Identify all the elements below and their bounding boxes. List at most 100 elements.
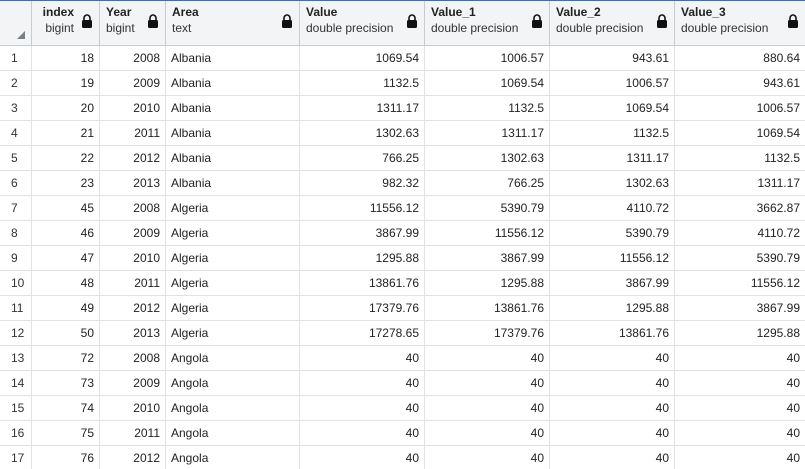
cell-value[interactable]: 1132.5 <box>300 71 425 95</box>
cell-value-1[interactable]: 1132.5 <box>425 96 550 120</box>
cell-year[interactable]: 2010 <box>100 96 166 120</box>
cell-area[interactable]: Algeria <box>166 221 300 245</box>
cell-value[interactable]: 40 <box>300 346 425 370</box>
cell-value-2[interactable]: 40 <box>550 446 675 469</box>
cell-value-2[interactable]: 40 <box>550 421 675 445</box>
table-row[interactable]: 16 75 2011 Angola 40 40 40 40 <box>0 421 805 446</box>
table-row[interactable]: 15 74 2010 Angola 40 40 40 40 <box>0 396 805 421</box>
column-header-value-3[interactable]: Value_3 double precision <box>675 1 805 45</box>
cell-area[interactable]: Angola <box>166 446 300 469</box>
cell-value[interactable]: 40 <box>300 446 425 469</box>
cell-value-1[interactable]: 1302.63 <box>425 146 550 170</box>
cell-value[interactable]: 1311.17 <box>300 96 425 120</box>
cell-value[interactable]: 40 <box>300 371 425 395</box>
cell-value-1[interactable]: 40 <box>425 396 550 420</box>
row-number[interactable]: 14 <box>0 371 32 395</box>
column-header-value-1[interactable]: Value_1 double precision <box>425 1 550 45</box>
cell-index[interactable]: 22 <box>32 146 100 170</box>
column-header-area[interactable]: Area text <box>166 1 300 45</box>
cell-index[interactable]: 19 <box>32 71 100 95</box>
cell-area[interactable]: Albania <box>166 121 300 145</box>
cell-index[interactable]: 47 <box>32 246 100 270</box>
cell-value-3[interactable]: 1006.57 <box>756 101 800 115</box>
table-row[interactable]: 17 76 2012 Angola 40 40 40 40 <box>0 446 805 469</box>
table-row[interactable]: 7 45 2008 Algeria 11556.12 5390.79 4110.72 3662… <box>0 196 805 221</box>
row-number[interactable]: 6 <box>0 171 32 195</box>
cell-value-3[interactable]: 11556.12 <box>750 276 800 290</box>
cell-value-1[interactable]: 13861.76 <box>425 296 550 320</box>
table-row[interactable]: 6 23 2013 Albania 982.32 766.25 1302.63 1311.17 <box>0 171 805 196</box>
cell-index[interactable]: 45 <box>32 196 100 220</box>
table-row[interactable]: 13 72 2008 Angola 40 40 40 40 <box>0 346 805 371</box>
table-row[interactable]: 10 48 2011 Algeria 13861.76 1295.88 3867.99 115… <box>0 271 805 296</box>
cell-year[interactable]: 2012 <box>100 446 166 469</box>
table-row[interactable]: 3 20 2010 Albania 1311.17 1132.5 1069.54 1006.5… <box>0 96 805 121</box>
cell-year[interactable]: 2009 <box>100 371 166 395</box>
cell-value[interactable]: 982.32 <box>300 171 425 195</box>
table-row[interactable]: 14 73 2009 Angola 40 40 40 40 <box>0 371 805 396</box>
row-number[interactable]: 16 <box>0 421 32 445</box>
row-number[interactable]: 11 <box>0 296 32 320</box>
cell-value-3[interactable]: 880.64 <box>763 51 800 65</box>
cell-value[interactable]: 17379.76 <box>300 296 425 320</box>
cell-year[interactable]: 2009 <box>100 221 166 245</box>
table-row[interactable]: 8 46 2009 Algeria 3867.99 11556.12 5390.79 4110… <box>0 221 805 246</box>
cell-year[interactable]: 2008 <box>100 196 166 220</box>
cell-value-1[interactable]: 40 <box>425 346 550 370</box>
cell-value-2[interactable]: 1132.5 <box>550 121 675 145</box>
cell-value[interactable]: 1295.88 <box>300 246 425 270</box>
cell-value-1[interactable]: 40 <box>425 371 550 395</box>
cell-year[interactable]: 2008 <box>100 46 166 70</box>
row-number[interactable]: 4 <box>0 121 32 145</box>
cell-value-2[interactable]: 40 <box>550 396 675 420</box>
cell-index[interactable]: 49 <box>32 296 100 320</box>
column-header-value-2[interactable]: Value_2 double precision <box>550 1 675 45</box>
cell-year[interactable]: 2008 <box>100 346 166 370</box>
cell-area[interactable]: Angola <box>166 396 300 420</box>
cell-value[interactable]: 13861.76 <box>300 271 425 295</box>
cell-index[interactable]: 74 <box>32 396 100 420</box>
cell-value[interactable]: 3867.99 <box>300 221 425 245</box>
row-number[interactable]: 9 <box>0 246 32 270</box>
cell-value-1[interactable]: 11556.12 <box>425 221 550 245</box>
cell-value-2[interactable]: 3867.99 <box>550 271 675 295</box>
cell-value-1[interactable]: 1311.17 <box>425 121 550 145</box>
cell-value[interactable]: 17278.65 <box>300 321 425 345</box>
cell-year[interactable]: 2011 <box>100 271 166 295</box>
row-number[interactable]: 3 <box>0 96 32 120</box>
cell-value-3[interactable]: 1069.54 <box>756 126 800 140</box>
cell-value-1[interactable]: 40 <box>425 446 550 469</box>
cell-value-1[interactable]: 5390.79 <box>425 196 550 220</box>
table-row[interactable]: 11 49 2012 Algeria 17379.76 13861.76 1295.88 38… <box>0 296 805 321</box>
column-header-value[interactable]: Value double precision <box>300 1 425 45</box>
cell-index[interactable]: 50 <box>32 321 100 345</box>
row-number[interactable]: 17 <box>0 446 32 469</box>
cell-index[interactable]: 46 <box>32 221 100 245</box>
cell-area[interactable]: Albania <box>166 171 300 195</box>
cell-value-2[interactable]: 1069.54 <box>550 96 675 120</box>
cell-value-3[interactable]: 1132.5 <box>764 151 800 165</box>
row-number[interactable]: 15 <box>0 396 32 420</box>
row-number[interactable]: 5 <box>0 146 32 170</box>
cell-value-1[interactable]: 40 <box>425 421 550 445</box>
cell-value-2[interactable]: 13861.76 <box>550 321 675 345</box>
cell-area[interactable]: Angola <box>166 421 300 445</box>
cell-value-2[interactable]: 1006.57 <box>550 71 675 95</box>
cell-value-2[interactable]: 1302.63 <box>550 171 675 195</box>
cell-value-1[interactable]: 1295.88 <box>425 271 550 295</box>
cell-year[interactable]: 2009 <box>100 71 166 95</box>
cell-area[interactable]: Albania <box>166 146 300 170</box>
cell-year[interactable]: 2011 <box>100 421 166 445</box>
cell-value[interactable]: 11556.12 <box>300 196 425 220</box>
cell-year[interactable]: 2013 <box>100 321 166 345</box>
cell-value-2[interactable]: 4110.72 <box>550 196 675 220</box>
cell-value-1[interactable]: 1006.57 <box>425 46 550 70</box>
cell-area[interactable]: Algeria <box>166 271 300 295</box>
cell-value-2[interactable]: 1295.88 <box>550 296 675 320</box>
cell-year[interactable]: 2012 <box>100 146 166 170</box>
cell-area[interactable]: Algeria <box>166 246 300 270</box>
cell-value[interactable]: 1069.54 <box>300 46 425 70</box>
select-all-corner[interactable] <box>0 1 32 45</box>
cell-value-3[interactable]: 1311.17 <box>757 176 801 190</box>
cell-index[interactable]: 73 <box>32 371 100 395</box>
